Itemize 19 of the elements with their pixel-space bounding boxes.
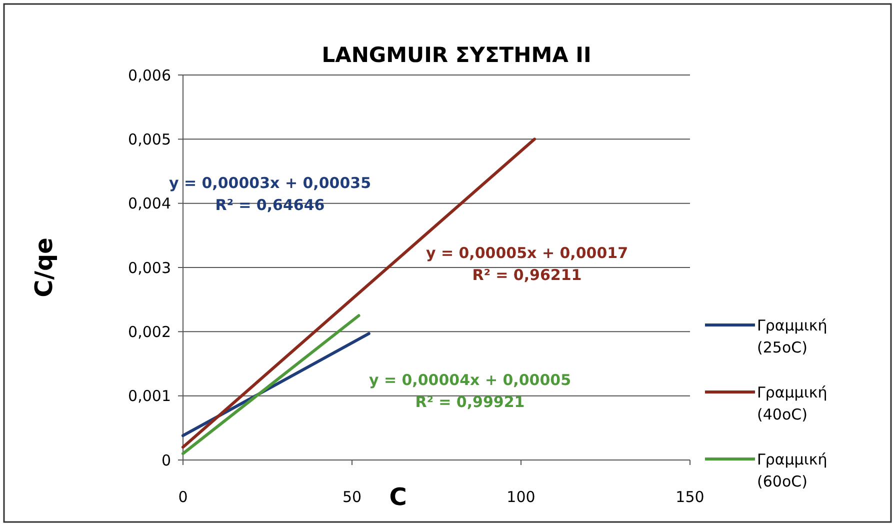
y-tick-label: 0,004 [128, 194, 171, 213]
x-tick-label: 150 [676, 488, 704, 506]
y-tick-label: 0,001 [128, 387, 171, 406]
x-tick-label: 50 [342, 488, 362, 506]
annotation: y = 0,00005x + 0,00017 R² = 0,96211 [426, 244, 628, 284]
y-tick-label: 0,005 [128, 130, 171, 148]
x-tick-label: 100 [506, 488, 536, 506]
y-tick-label: 0 [161, 451, 171, 470]
annotation: y = 0,00004x + 0,00005 R² = 0,99921 [368, 371, 572, 411]
x-axis-title: C [389, 483, 407, 511]
y-axis-title: C/qe [30, 238, 58, 298]
legend-label: Γραμμική (25oC) [757, 316, 828, 356]
chart-title: LANGMUIR ΣΥΣΤΗΜΑ II [322, 43, 592, 67]
legend-label: Γραμμική (60oC) [757, 450, 828, 490]
y-tick-label: 0,006 [128, 66, 171, 84]
legend-label: Γραμμική (40oC) [757, 383, 828, 424]
y-tick-label: 0,002 [128, 322, 171, 341]
x-tick-label: 0 [178, 488, 188, 506]
y-tick-label: 0,003 [128, 258, 171, 277]
